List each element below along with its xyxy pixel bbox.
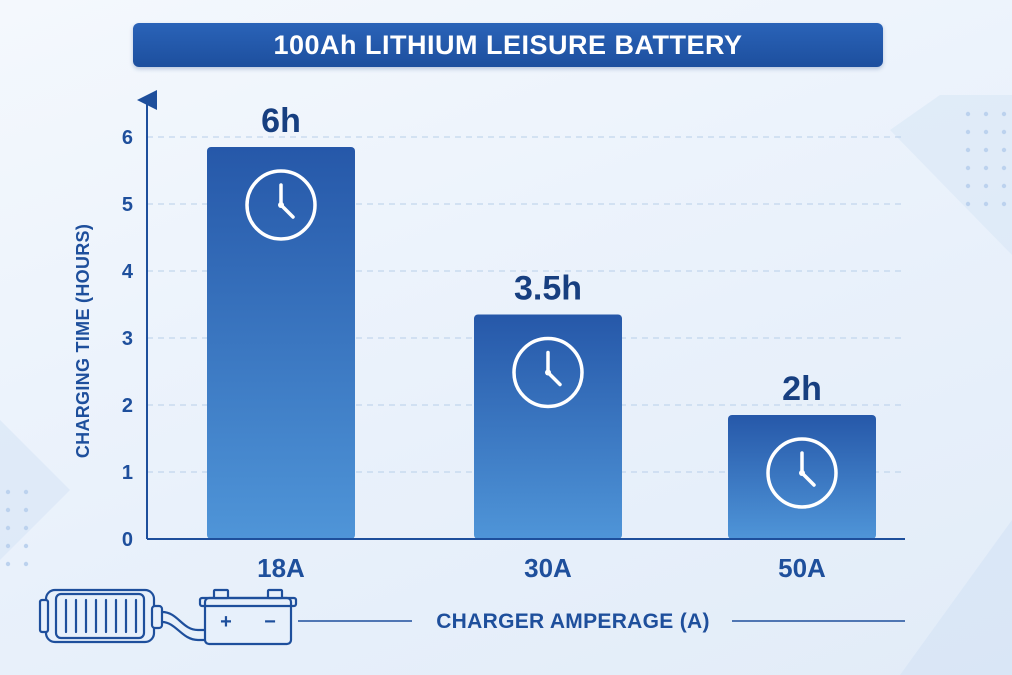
- y-tick-label: 6: [122, 127, 133, 149]
- y-tick-label: 2: [122, 395, 133, 417]
- x-tick-label: 30A: [524, 553, 572, 583]
- y-tick-label: 4: [122, 261, 134, 283]
- battery-minus-sign: −: [264, 611, 276, 633]
- y-tick-label: 0: [122, 529, 133, 551]
- clock-icon: [766, 437, 838, 509]
- y-axis-label: CHARGING TIME (HOURS): [73, 224, 93, 458]
- battery-plus-sign: +: [220, 611, 232, 633]
- y-tick-label: 1: [122, 462, 133, 484]
- bars: 6h 3.5h 2h: [207, 102, 876, 539]
- chart-title: 100Ah LITHIUM LEISURE BATTERY: [273, 29, 743, 60]
- bar-group: 6h: [207, 102, 355, 539]
- x-tick-label: 50A: [778, 553, 826, 583]
- bar-group: 3.5h: [474, 270, 622, 539]
- bar-data-label: 3.5h: [514, 270, 582, 308]
- chart-title-bar: 100Ah LITHIUM LEISURE BATTERY: [133, 23, 883, 67]
- battery-icon: + −: [198, 588, 298, 646]
- x-axis-label: CHARGER AMPERAGE (A): [436, 610, 710, 633]
- clock-icon: [245, 169, 317, 241]
- clock-icon: [512, 336, 584, 409]
- axes: [137, 90, 905, 540]
- y-tick-label: 5: [122, 194, 133, 216]
- x-tick-labels: 18A 30A 50A: [257, 553, 826, 583]
- battery-charger-icon: [38, 588, 208, 644]
- x-tick-label: 18A: [257, 553, 305, 583]
- bar: [728, 415, 876, 539]
- bar: [474, 314, 622, 539]
- bar-data-label: 6h: [261, 102, 301, 140]
- bar-data-label: 2h: [782, 370, 822, 408]
- y-tick-label: 3: [122, 328, 133, 350]
- bar: [207, 147, 355, 539]
- bar-group: 2h: [728, 370, 876, 539]
- y-tick-labels: 0 1 2 3 4 5 6: [122, 127, 134, 551]
